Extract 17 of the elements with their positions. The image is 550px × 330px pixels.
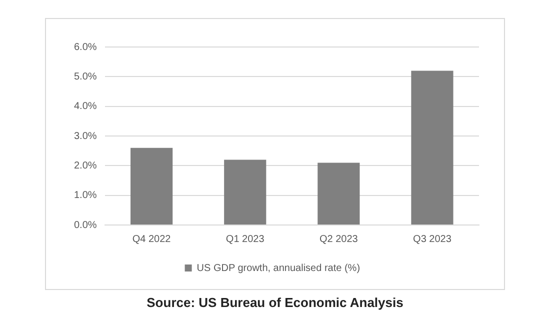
y-tick-label: 0.0% [74,220,97,231]
y-tick-label: 5.0% [74,71,97,82]
y-tick-label: 3.0% [74,130,97,142]
source-note: Source: US Bureau of Economic Analysis [146,295,404,310]
y-tick-label: 2.0% [74,160,97,172]
bar [130,148,173,224]
x-tick-label: Q1 2023 [226,234,265,245]
x-tick-label: Q3 2023 [413,234,452,245]
x-tick-label: Q2 2023 [319,234,358,245]
bar [224,160,266,224]
y-tick-label: 1.0% [74,190,97,202]
y-tick-label: 4.0% [74,101,97,112]
x-tick-label: Q4 2022 [132,234,172,245]
bar [411,70,454,224]
y-tick-label: 6.0% [74,42,97,53]
legend-label: US GDP growth, annualised rate (%) [196,262,360,274]
bar [318,162,360,224]
